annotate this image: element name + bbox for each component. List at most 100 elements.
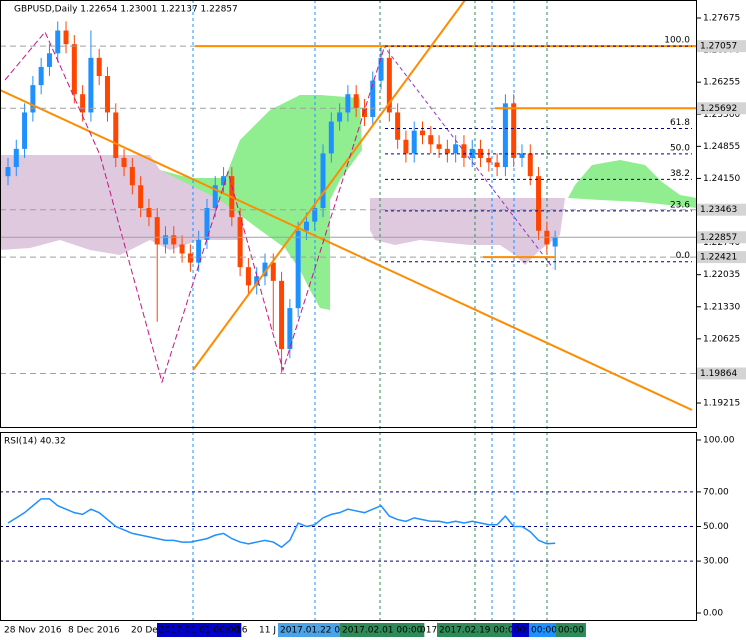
candle-body — [46, 53, 52, 67]
candle-body — [146, 208, 152, 218]
fibo-label: 0.0 — [676, 251, 691, 261]
x-label-box — [437, 623, 522, 637]
fibo-label: 23.6 — [670, 200, 690, 210]
y-tick-label: 1.24855 — [703, 142, 740, 152]
level-label: 1.22421 — [700, 253, 737, 263]
fibo-label: 50.0 — [670, 143, 690, 153]
y-tick-label: 100.00 — [703, 436, 735, 446]
x-tick-label: 2017.02.01 00:00 — [342, 626, 423, 636]
candle-body — [428, 135, 434, 145]
candle-body — [279, 280, 285, 350]
candle-body — [179, 244, 185, 254]
cloud-bull — [160, 95, 362, 310]
candle-body — [444, 148, 450, 154]
candle-body — [312, 208, 318, 222]
x-tick-label: 017 — [420, 626, 437, 636]
x-tick-label: 00:00 — [558, 626, 584, 636]
zigzag — [4, 31, 386, 384]
candle-body — [96, 57, 102, 77]
level-label: 1.23463 — [700, 205, 737, 215]
candle-body — [536, 176, 542, 231]
price-title: GBPUSD,Daily 1.22654 1.23001 1.22137 1.2… — [14, 5, 238, 15]
y-tick-label: 1.25560 — [703, 110, 740, 120]
y-tick-label: 1.20625 — [703, 334, 740, 344]
candle-body — [30, 85, 36, 113]
candle-body — [436, 144, 442, 149]
y-tick-label: 1.24150 — [703, 174, 740, 184]
cloud-bear — [370, 198, 565, 265]
level-box — [697, 251, 746, 264]
price-frame — [0, 0, 697, 428]
x-tick-label: 28 Nov 2016 — [4, 626, 62, 636]
candle-body — [453, 144, 459, 154]
y-tick-label: 30.00 — [703, 557, 729, 567]
x-tick-label: 20 De — [131, 626, 158, 636]
candle-body — [337, 112, 343, 122]
candle-body — [71, 44, 77, 95]
candle-body — [63, 30, 69, 45]
x-label-box — [556, 623, 586, 637]
candle-body — [5, 167, 11, 177]
candle-body — [469, 148, 475, 158]
trend-line — [0, 89, 693, 411]
y-tick-label: 1.26255 — [703, 78, 740, 88]
overlay: 1.276751.269701.262551.255601.248551.241… — [0, 14, 746, 637]
candle-body — [121, 157, 127, 168]
candle-body — [494, 162, 500, 168]
candle-body — [13, 148, 19, 168]
fibo-trend — [382, 44, 554, 269]
candle-body — [478, 148, 484, 158]
candle-body — [221, 176, 227, 186]
candle-body — [328, 121, 334, 154]
marks — [0, 21, 697, 562]
rsi-title: RSI(14) 40.32 — [4, 437, 66, 447]
candle-body — [237, 217, 243, 268]
candle-body — [552, 237, 558, 247]
candle-body — [163, 235, 169, 245]
candle-body — [138, 185, 144, 209]
candle-body — [171, 235, 177, 245]
level-label: 1.22857 — [700, 233, 737, 243]
level-label: 1.19864 — [700, 369, 737, 379]
candle-body — [38, 66, 44, 86]
candle-body — [361, 107, 367, 118]
x-tick-label: 2017.01.22 00:00 — [280, 626, 361, 636]
y-tick-label: 1.19215 — [703, 399, 740, 409]
candle-body — [154, 217, 160, 245]
level-label: 1.25692 — [700, 104, 737, 114]
x-tick-label: 2017.02.19 00:00 — [439, 626, 520, 636]
x-label-box — [529, 623, 559, 637]
level-box — [697, 231, 746, 244]
y-tick-label: 1.27675 — [703, 14, 740, 24]
candle-body — [187, 253, 193, 263]
fibo-label: 61.8 — [670, 118, 690, 128]
candle-body — [22, 112, 28, 149]
candle-body — [55, 30, 61, 54]
level-box — [697, 40, 746, 53]
candle-body — [245, 267, 251, 286]
x-tick-label: 8 Dec 2016 — [68, 626, 120, 636]
candle-body — [295, 230, 301, 309]
candle-body — [212, 185, 218, 209]
candle-body — [420, 130, 425, 136]
level-box — [697, 367, 746, 380]
level-box — [697, 102, 746, 115]
candle-body — [502, 103, 508, 168]
fibo-label: 38.2 — [670, 169, 690, 179]
candle-body — [196, 239, 202, 263]
candle-body — [204, 208, 210, 240]
candle-body — [353, 94, 359, 108]
candle-body — [270, 262, 276, 281]
x-tick-label: 00:00 — [514, 626, 540, 636]
x-label-box — [157, 623, 242, 637]
y-tick-label: 50.00 — [703, 522, 729, 532]
fibo-label: 100.0 — [664, 36, 690, 46]
candle-body — [320, 153, 326, 209]
candle-body — [345, 94, 351, 113]
candle-body — [519, 153, 525, 158]
candle-body — [486, 157, 492, 163]
candle-body — [303, 221, 309, 231]
y-tick-label: 1.22035 — [703, 270, 740, 280]
